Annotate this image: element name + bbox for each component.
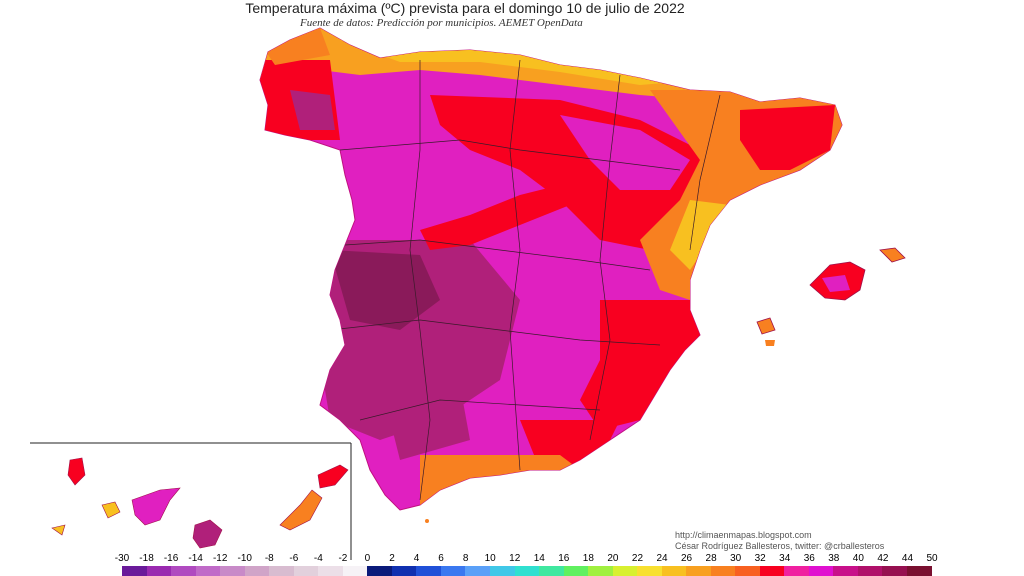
- color-legend: -30 -18 -16 -14 -12 -10 -8 -6 -4 -2 0 2 4 6 8 10 12 14 16 1…: [0, 553, 1024, 576]
- legend-color-swatch: [244, 566, 270, 576]
- legend-color-swatch: [269, 566, 294, 576]
- legend-tick-label: 20: [607, 553, 619, 564]
- legend-color-swatch: [637, 566, 662, 576]
- legend-tick-label: 42: [877, 553, 889, 564]
- legend-color-swatch: [539, 566, 564, 576]
- legend-color-swatch: [661, 566, 687, 576]
- legend-tick-label: 28: [705, 553, 717, 564]
- legend-tick-label: 36: [803, 553, 815, 564]
- legend-color-swatch: [686, 566, 711, 576]
- legend-color-swatch: [391, 566, 417, 576]
- legend-tick-label: -2: [338, 553, 348, 564]
- legend-tick-label: -6: [289, 553, 299, 564]
- mainland: [259, 27, 843, 511]
- map-title: Temperatura máxima (ºC) prevista para el…: [245, 0, 685, 16]
- legend-tick-label: 24: [656, 553, 668, 564]
- legend-color-swatch: [710, 566, 736, 576]
- legend-tick-label: 10: [484, 553, 496, 564]
- legend-color-swatch: [293, 566, 319, 576]
- balearic-islands: [756, 247, 906, 346]
- legend-tick-label: 18: [582, 553, 594, 564]
- legend-tick-label: -16: [163, 553, 179, 564]
- legend-tick-label: -18: [139, 553, 154, 564]
- legend-color-swatch: [735, 566, 760, 576]
- legend-tick-label: 34: [779, 553, 791, 564]
- legend-tick-label: 6: [438, 553, 444, 564]
- legend-tick-label: 12: [509, 553, 521, 564]
- legend-tick-label: -4: [313, 553, 323, 564]
- legend-color-swatch: [784, 566, 809, 576]
- legend-tick-label: 50: [926, 553, 938, 564]
- legend-color-swatch: [195, 566, 221, 576]
- legend-color-swatch: [833, 566, 858, 576]
- legend-color-swatch: [318, 566, 343, 576]
- credit-author: César Rodríguez Ballesteros, twitter: @c…: [675, 541, 885, 551]
- legend-color-swatch: [416, 566, 441, 576]
- legend-color-swatch: [367, 566, 392, 576]
- legend-color-swatch: [220, 566, 245, 576]
- legend-tick-label: 44: [901, 553, 914, 564]
- legend-tick-label: 0: [364, 553, 371, 564]
- legend-tick-label: -10: [237, 553, 252, 564]
- legend-tick-label: 14: [533, 553, 545, 564]
- legend-color-swatch: [122, 566, 147, 576]
- legend-color-swatch: [146, 566, 172, 576]
- legend-color-swatch: [907, 566, 932, 576]
- legend-tick-label: 40: [852, 553, 864, 564]
- legend-tick-label: 26: [680, 553, 693, 564]
- legend-color-swatch: [489, 566, 515, 576]
- legend-tick-label: 30: [730, 553, 742, 564]
- legend-color-swatch: [588, 566, 613, 576]
- map-subtitle: Fuente de datos: Predicción por municipi…: [300, 17, 583, 29]
- legend-tick-label: 22: [631, 553, 644, 564]
- legend-color-swatch: [465, 566, 490, 576]
- legend-bar: [122, 566, 932, 576]
- legend-tick-label: 2: [389, 553, 395, 564]
- legend-color-swatch: [171, 566, 196, 576]
- legend-tick-label: -30: [114, 553, 130, 564]
- credit-url: http://climaenmapas.blogspot.com: [675, 530, 812, 540]
- legend-color-swatch: [342, 566, 368, 576]
- legend-tick-label: 38: [828, 553, 840, 564]
- legend-color-swatch: [612, 566, 638, 576]
- legend-color-swatch: [882, 566, 907, 576]
- legend-tick-label: -14: [188, 553, 203, 564]
- legend-tick-label: 32: [754, 553, 766, 564]
- legend-color-swatch: [563, 566, 589, 576]
- legend-color-swatch: [808, 566, 834, 576]
- canary-inset: [30, 442, 352, 560]
- legend-color-swatch: [759, 566, 785, 576]
- legend-tick-label: -8: [264, 553, 274, 564]
- legend-tick-label: -12: [212, 553, 228, 564]
- legend-tick-label: 16: [558, 553, 570, 564]
- small-islet: [425, 519, 429, 523]
- legend-color-swatch: [440, 566, 466, 576]
- legend-tick-label: 8: [462, 553, 469, 564]
- legend-color-swatch: [857, 566, 883, 576]
- legend-tick-label: 4: [413, 553, 420, 564]
- legend-color-swatch: [514, 566, 540, 576]
